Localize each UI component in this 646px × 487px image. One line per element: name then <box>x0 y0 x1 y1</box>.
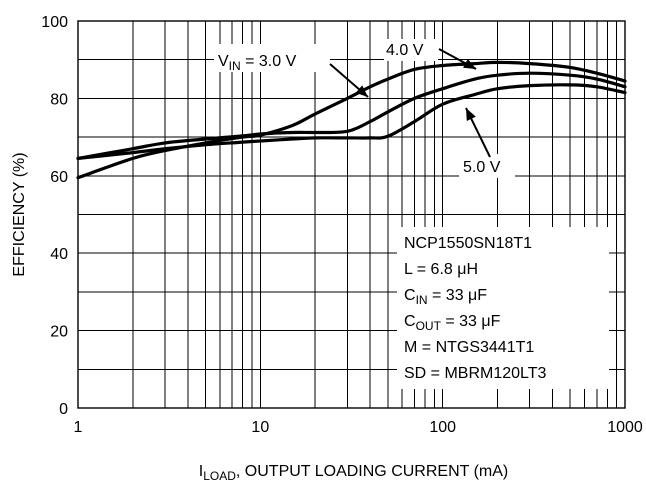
series-line-5v <box>76 83 627 160</box>
series-lines <box>76 60 627 180</box>
label-bg <box>384 39 438 61</box>
y-tick-label: 100 <box>41 14 68 31</box>
y-tick-labels: 0 20 40 60 80 100 <box>41 14 68 418</box>
plot-frame <box>77 20 626 409</box>
arrow-4v-head <box>463 58 476 69</box>
label-bg <box>214 44 330 72</box>
arrow-5v-head <box>466 108 476 121</box>
y-tick-label: 60 <box>50 169 68 186</box>
annotations: VIN = 3.0 V 4.0 V 5.0 V NCP1550SN18T1 L = 6.… <box>214 39 609 389</box>
spec-line: NCP1550SN18T1 <box>404 235 532 252</box>
arrow-vin-3v-head <box>355 85 368 97</box>
x-tick-label: 100 <box>429 419 456 436</box>
series-line-vin-3v <box>76 60 627 180</box>
x-axis-label-rest: , OUTPUT LOADING CURRENT (mA) <box>236 463 508 480</box>
label-5v: 5.0 V <box>463 159 501 176</box>
label-vin-3v: VIN = 3.0 V <box>218 53 297 73</box>
x-axis-label-base: I <box>199 463 203 480</box>
spec-line: SD = MBRM120LT3 <box>404 365 547 382</box>
x-tick-label: 10 <box>251 419 269 436</box>
spec-line: M = NTGS3441T1 <box>404 339 534 356</box>
label-bg <box>459 154 515 178</box>
y-tick-label: 40 <box>50 246 68 263</box>
spec-line: COUT = 33 μF <box>404 313 501 333</box>
x-axis-label-sub: LOAD <box>203 469 236 483</box>
x-axis-label: ILOAD, OUTPUT LOADING CURRENT (mA) <box>199 463 508 483</box>
x-tick-label: 1 <box>74 419 83 436</box>
x-tick-label: 1000 <box>607 419 643 436</box>
spec-line: L = 6.8 μH <box>404 261 478 278</box>
y-tick-label: 0 <box>59 401 68 418</box>
series-line-4v <box>76 71 627 160</box>
y-tick-label: 80 <box>50 91 68 108</box>
y-axis-label: EFFICIENCY (%) <box>11 152 28 276</box>
label-4v: 4.0 V <box>386 42 424 59</box>
spec-line: CIN = 33 μF <box>404 287 487 307</box>
spec-box-bg <box>397 227 609 389</box>
y-tick-label: 20 <box>50 324 68 341</box>
x-tick-labels: 1 10 100 1000 <box>74 419 643 436</box>
